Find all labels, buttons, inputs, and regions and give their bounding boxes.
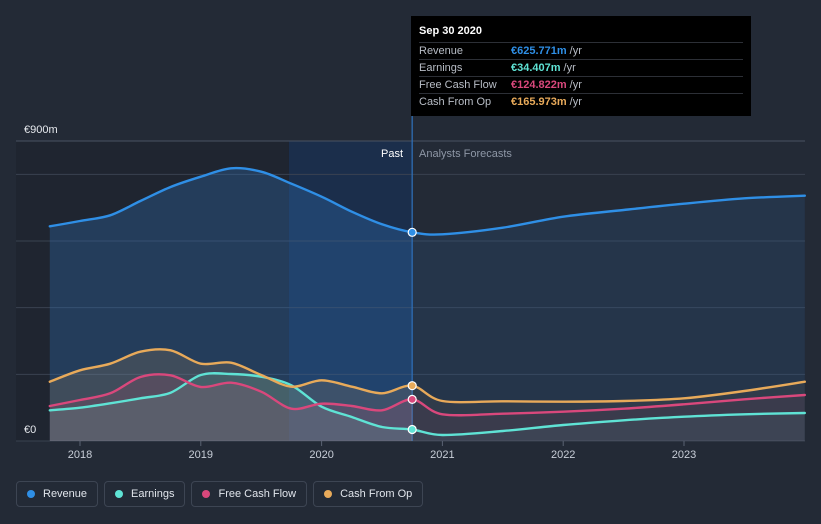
legend-free-cash-flow[interactable]: Free Cash Flow [191,481,308,507]
tooltip-unit: /yr [569,79,582,91]
x-tick-label: 2019 [189,449,213,461]
legend-label: Revenue [43,488,88,500]
legend: Revenue Earnings Free Cash Flow Cash Fro… [16,481,429,507]
area-revenue-forecast [412,195,805,441]
legend-dot-icon [27,490,35,498]
x-tick-label: 2022 [551,449,575,461]
tooltip-date: Sep 30 2020 [419,25,482,37]
area-cash-from-op-past [49,349,413,441]
tooltip-value: €625.771m [511,45,567,57]
legend-dot-icon [324,490,333,498]
tooltip-unit: /yr [569,45,582,57]
legend-label: Earnings [131,488,175,500]
marker-revenue [407,227,417,237]
legend-earnings[interactable]: Earnings [104,481,186,507]
tooltip-label: Revenue [419,45,464,57]
line-free-cash-flow [48,373,806,417]
legend-cash-from-op[interactable]: Cash From Op [313,481,424,507]
tooltip-value: €165.973m [511,96,567,108]
tooltip-value: €124.822m [511,79,567,91]
forecast-label: Analysts Forecasts [419,148,512,160]
line-earnings [48,372,806,437]
tooltip-label: Earnings [419,62,463,74]
x-tick-label: 2020 [309,449,333,461]
area-earnings-past [49,373,413,441]
area-revenue-past [49,168,413,441]
x-tick-label: 2023 [672,449,696,461]
tooltip: Sep 30 2020 Revenue €625.771m /yr Earnin… [411,16,751,116]
legend-revenue[interactable]: Revenue [16,481,99,507]
area-earnings-forecast [412,413,805,441]
tooltip-value: €34.407m [511,62,561,74]
legend-label: Free Cash Flow [218,488,297,500]
revenue-earnings-chart: €900m €0 Past Analysts Forecasts 2018 201… [16,16,806,461]
y-axis-min-label: €0 [24,424,36,436]
tooltip-label: Free Cash Flow [419,79,497,91]
marker-cash-from-op [407,381,417,391]
past-label: Past [381,148,403,160]
marker-free-cash-flow [407,394,417,404]
line-revenue [48,166,806,236]
x-tick-label: 2018 [68,449,92,461]
x-tick-label: 2021 [430,449,454,461]
tooltip-row-earnings: Earnings €34.407m /yr [419,59,743,76]
legend-dot-icon [115,490,124,498]
y-axis-max-label: €900m [24,124,58,136]
tooltip-row-free-cash-flow: Free Cash Flow €124.822m /yr [419,76,743,93]
tooltip-row-cash-from-op: Cash From Op €165.973m /yr [419,93,743,110]
area-free-cash-flow-past [49,374,413,441]
tooltip-label: Cash From Op [419,96,492,108]
marker-earnings [407,424,417,435]
line-cash-from-op [48,348,806,404]
tooltip-unit: /yr [569,96,582,108]
legend-dot-icon [202,490,211,498]
legend-label: Cash From Op [340,488,413,500]
tooltip-unit: /yr [563,62,576,74]
tooltip-row-revenue: Revenue €625.771m /yr [419,42,743,59]
